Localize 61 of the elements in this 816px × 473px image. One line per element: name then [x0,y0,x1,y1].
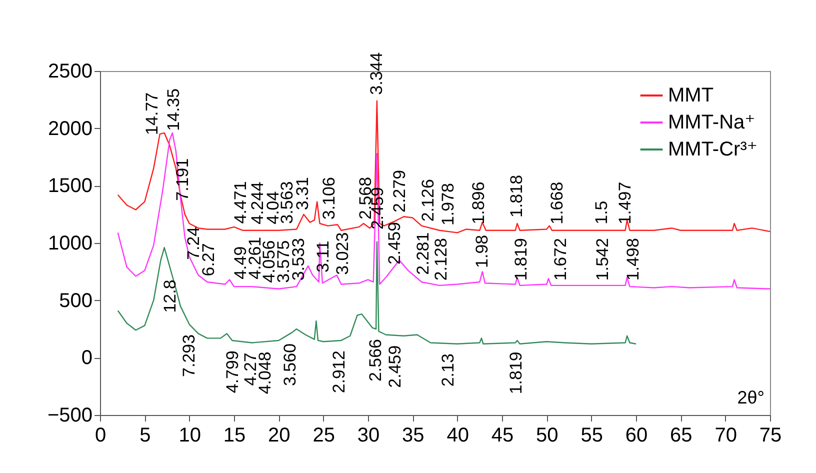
annotation: 1.497 [615,182,634,224]
x-tick-label: 40 [446,424,469,446]
y-tick-label: 0 [81,347,92,370]
x-tick-label: 65 [670,424,692,446]
x-tick-label: 20 [268,424,290,446]
x-tick-label: 30 [357,424,380,446]
annotation: 12.8 [160,280,180,313]
annotation: 1.5 [592,200,612,224]
annotation: 4.471 [231,181,250,224]
annotation: 4.244 [248,182,268,224]
annotation: 2.279 [390,170,410,212]
annotation: 7.191 [173,158,192,201]
y-tick-label: 500 [59,290,92,312]
annotation: 1.672 [550,238,570,281]
y-tick-label: −500 [47,404,92,426]
annotation: 7.293 [179,334,198,377]
annotation: 14.35 [164,88,184,131]
x-tick-label: 25 [312,424,335,446]
annotation: 2.126 [418,179,438,222]
annotation: 4.799 [223,350,242,394]
annotation: 3.560 [280,343,300,386]
x-tick-label: 75 [759,424,782,446]
x-tick-label: 10 [178,424,201,446]
x-tick-label: 55 [580,424,603,446]
x-tick-label: 70 [714,424,737,446]
annotation: 1.978 [438,182,458,226]
annotation: 1.498 [623,238,642,281]
annotation: 2.566 [366,339,386,382]
annotation: 1.819 [512,238,531,281]
annotation: 3.344 [366,52,386,95]
y-tick-label: 1500 [48,175,92,198]
y-tick-label: 2500 [48,60,92,82]
annotation: 1.818 [507,174,526,218]
x-tick-label: 60 [625,424,648,446]
legend-label: MMT-Cr³⁺ [668,138,758,160]
legend-label: MMT [668,84,714,106]
annotation: 3.023 [332,232,352,275]
annotation: 1.819 [506,352,526,394]
x-tick-label: 0 [94,424,106,446]
x-tick-label: 5 [140,424,151,446]
annotation: 3.106 [320,177,339,220]
annotation: 3.11 [313,240,332,273]
annotation: 2.912 [329,350,348,394]
annotation: 2.128 [431,238,450,281]
x-tick-label: 15 [223,424,246,446]
annotation: 1.542 [592,238,612,281]
annotation: 1.668 [547,182,566,224]
legend-label: MMT-Na⁺ [668,112,756,134]
y-tick-label: 1000 [48,232,92,254]
annotation: 2.459 [384,222,404,265]
annotation: 14.77 [142,92,162,135]
annotation: 2.281 [413,232,432,275]
x-tick-label: 50 [536,424,558,446]
annotation: 2.13 [438,354,458,387]
annotation: 1.98 [472,234,492,268]
annotation: 1.896 [468,182,488,224]
annotation: 2.459 [386,345,405,388]
y-tick-label: 2000 [48,118,92,140]
x-tick-label: 45 [491,424,514,446]
x-axis-title: 2θ° [737,388,764,408]
x-tick-label: 35 [402,424,424,446]
